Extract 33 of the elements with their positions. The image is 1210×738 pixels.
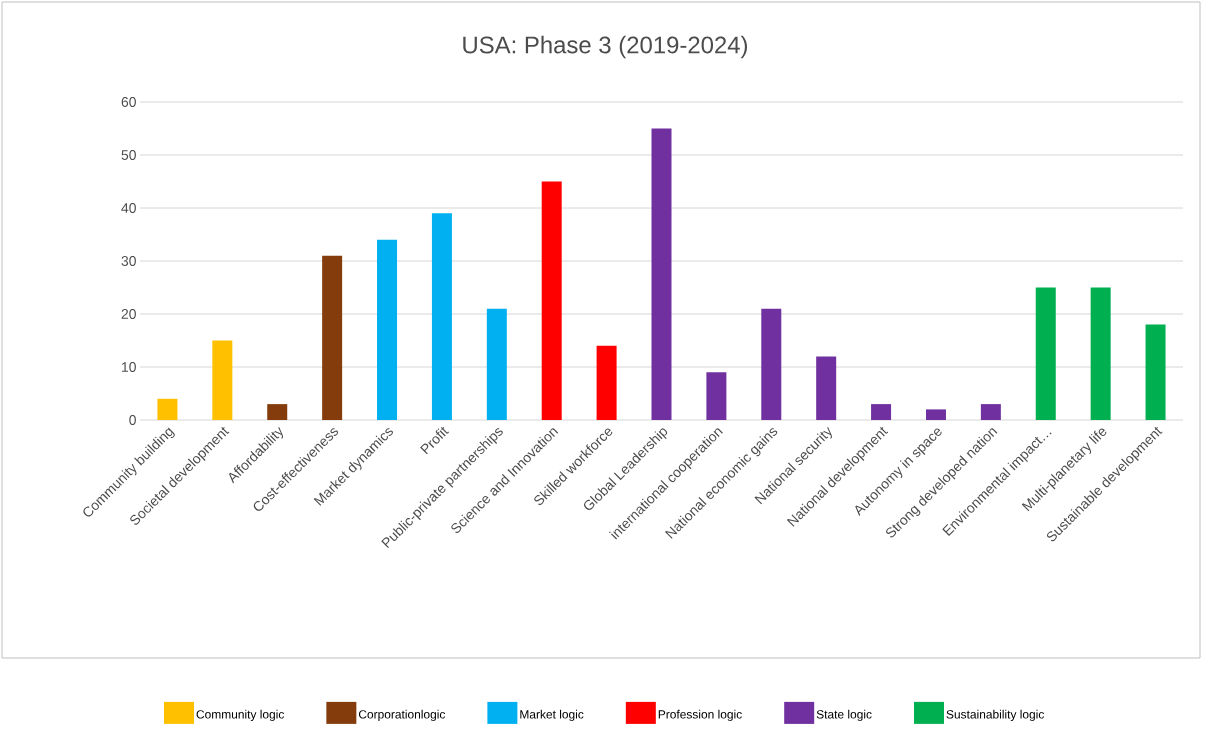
bar [212,340,233,421]
bar [157,398,178,421]
bar [980,404,1001,421]
legend-label: Profession logic [658,709,742,721]
y-tick-label: 10 [122,362,136,372]
y-tick-label: 60 [121,97,136,107]
bar [431,213,452,421]
bar [651,128,672,421]
bar [541,181,562,421]
y-tick-label: 50 [121,150,136,160]
bar [1035,287,1056,421]
bar [871,404,892,421]
legend-label: Community logic [196,709,285,721]
legend-label: Corporationlogic [358,709,446,721]
y-tick-label: 30 [121,256,136,266]
bar [1145,324,1166,421]
y-tick-label: 20 [121,309,136,319]
legend-label: Market logic [520,709,584,721]
y-tick-label: 40 [121,203,136,213]
y-tick-label: 0 [129,415,136,425]
legend-label: Sustainability logic [946,709,1044,721]
bar [925,409,946,421]
legend-label: State logic [816,709,872,721]
bar [706,372,727,421]
bar [486,308,507,421]
bar [596,345,617,421]
bar [267,404,288,421]
bar [322,255,343,421]
bar [1090,287,1111,421]
bar [761,308,782,421]
bar [377,239,398,421]
chart-title: USA: Phase 3 (2019-2024) [463,35,748,59]
bar [816,356,837,421]
